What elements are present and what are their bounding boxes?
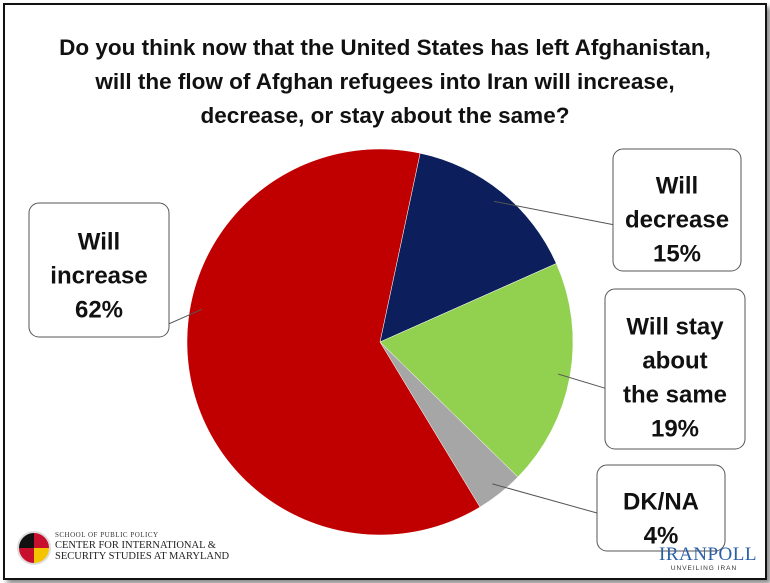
slice-label-will-increase: increase xyxy=(50,262,147,289)
slice-label-will-decrease: Will xyxy=(656,172,698,199)
pie-chart: Will increase 62% Will decrease 15% Will stay a… xyxy=(28,148,746,552)
title-line-3: decrease, or stay about the same? xyxy=(200,103,570,128)
callout-will-decrease: Will decrease 15% xyxy=(493,148,742,272)
title-line-1: Do you think now that the United States … xyxy=(59,35,711,60)
callout-box-will-increase xyxy=(28,202,170,338)
slice-label-will-increase: Will xyxy=(78,228,120,255)
callout-dk-na: DK/NA 4% xyxy=(492,464,726,552)
umd-school-label: SCHOOL OF PUBLIC POLICY xyxy=(55,531,159,539)
slice-label-will-stay-about-the-same: Will stay xyxy=(626,313,724,340)
slice-label-dk-na: DK/NA xyxy=(623,488,699,515)
umd-center-label: CENTER FOR INTERNATIONAL & SECURITY STUD… xyxy=(55,540,229,562)
callout-will-increase: Will increase 62% xyxy=(28,202,203,338)
data-label-will-decrease: 15% xyxy=(653,240,701,267)
umd-seal-icon xyxy=(17,531,51,565)
umd-cissm-logo: SCHOOL OF PUBLIC POLICY CENTER FOR INTER… xyxy=(17,529,277,569)
chart-title: Do you think now that the United States … xyxy=(15,31,755,133)
leader-line-dk-na xyxy=(492,483,598,514)
callout-box-will-decrease xyxy=(612,148,742,272)
iranpoll-tagline: UNVEILING IRAN xyxy=(670,565,738,572)
slice-label-will-stay-about-the-same: about xyxy=(642,347,707,374)
data-label-dk-na: 4% xyxy=(644,522,679,549)
iranpoll-name: IRANPOLL xyxy=(659,544,757,565)
slide-frame: Do you think now that the United States … xyxy=(3,3,767,580)
umd-center-line-1: CENTER FOR INTERNATIONAL & xyxy=(55,540,216,551)
slice-label-will-decrease: decrease xyxy=(625,206,729,233)
pie-slice-will-decrease xyxy=(379,152,557,343)
title-line-2: will the flow of Afghan refugees into Ir… xyxy=(95,69,675,94)
pie-slice-will-stay-about-the-same xyxy=(379,263,574,478)
slice-label-will-stay-about-the-same: the same xyxy=(623,381,727,408)
callout-will-stay-about-the-same: Will stay about the same 19% xyxy=(557,288,746,450)
pie-slice-will-increase xyxy=(186,148,481,536)
leader-line-will-decrease xyxy=(493,200,614,226)
callout-box-will-stay-about-the-same xyxy=(604,288,746,450)
iranpoll-logo: IRANPOLL UNVEILING IRAN xyxy=(659,544,757,573)
umd-center-line-2: SECURITY STUDIES AT MARYLAND xyxy=(55,551,230,562)
callout-box-dk-na xyxy=(596,464,726,552)
data-label-will-stay-about-the-same: 19% xyxy=(651,415,699,442)
leader-line-will-stay-about-the-same xyxy=(557,373,606,389)
data-label-will-increase: 62% xyxy=(75,296,123,323)
